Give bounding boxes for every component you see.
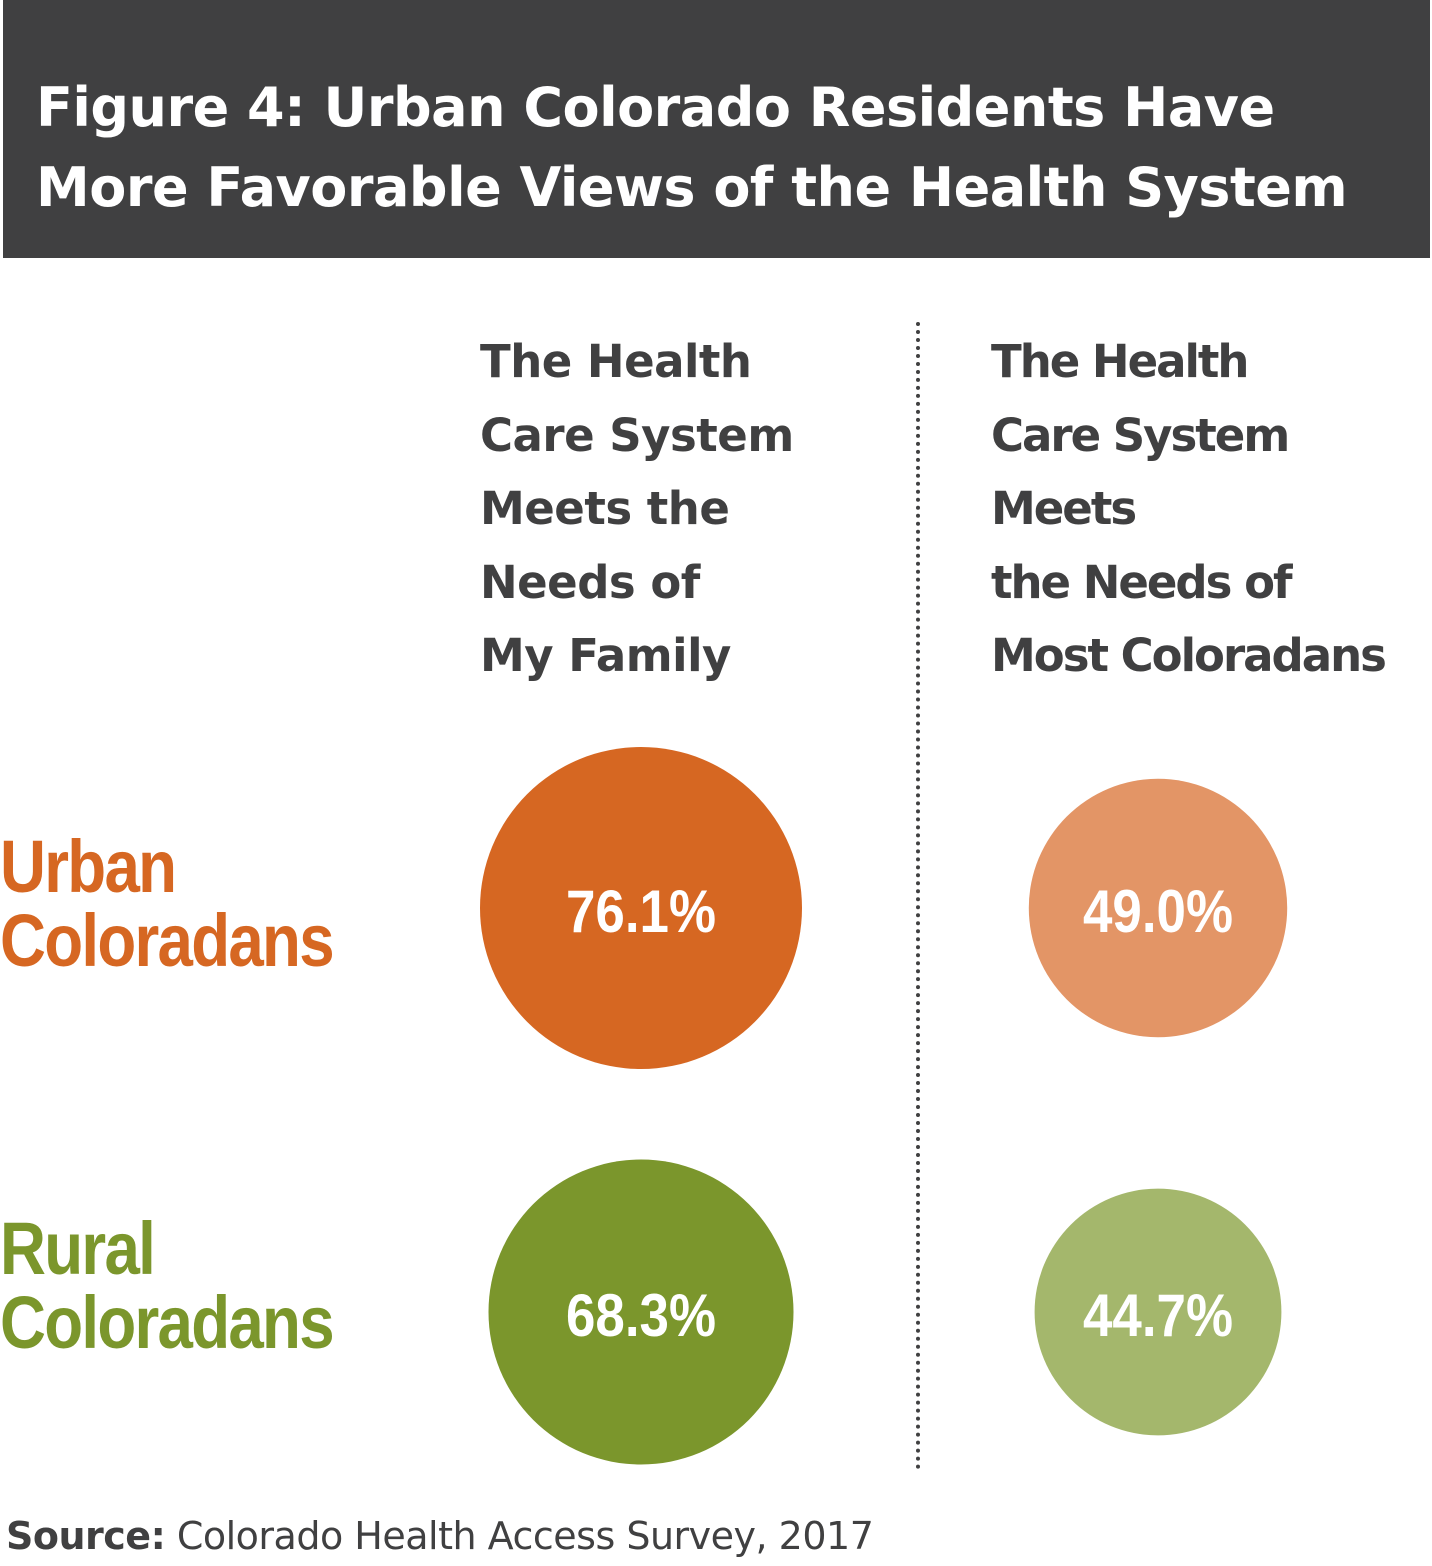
bubble-value-label: 49.0% bbox=[1083, 878, 1233, 945]
column-header-line: Care System bbox=[991, 408, 1290, 462]
row-label-rural: Rural Coloradans bbox=[0, 1207, 335, 1364]
bubble-urban-most-coloradans bbox=[1028, 778, 1288, 1038]
chart-title-line: Figure 4: Urban Colorado Residents Have bbox=[36, 76, 1275, 139]
bubble-value-label: 68.3% bbox=[566, 1282, 716, 1349]
row-label-line: Coloradans bbox=[0, 899, 335, 982]
column-divider bbox=[916, 322, 920, 1470]
column-header-line: Most Coloradans bbox=[991, 629, 1387, 682]
bubble-rural-most-coloradans bbox=[1034, 1188, 1282, 1436]
chart-title: Figure 4: Urban Colorado Residents Have … bbox=[36, 68, 1406, 228]
column-header-line: My Family bbox=[480, 629, 731, 682]
row-label-line: Urban bbox=[0, 825, 177, 908]
row-label-urban: Urban Coloradans bbox=[0, 825, 335, 982]
column-header-line: the Needs of bbox=[991, 555, 1293, 609]
column-header-line: The Health bbox=[480, 335, 752, 388]
row-label-line: Coloradans bbox=[0, 1281, 335, 1364]
column-header-line: The Health bbox=[991, 335, 1249, 388]
column-header-line: Needs of bbox=[480, 555, 700, 609]
bubble-value-label: 44.7% bbox=[1083, 1282, 1233, 1349]
column-header-line: Meets bbox=[991, 482, 1137, 535]
column-header-line: Meets the bbox=[480, 482, 730, 535]
row-label-line: Rural bbox=[0, 1207, 156, 1290]
title-banner bbox=[3, 0, 1430, 258]
column-header-most-coloradans: The Health Care System Meets the Needs o… bbox=[991, 325, 1387, 693]
column-header-line: Care System bbox=[480, 408, 794, 462]
source-text: Colorado Health Access Survey, 2017 bbox=[165, 1514, 874, 1558]
bubble-value-label: 76.1% bbox=[566, 878, 716, 945]
column-header-my-family: The Health Care System Meets the Needs o… bbox=[480, 325, 794, 693]
source-note: Source: Colorado Health Access Survey, 2… bbox=[6, 1514, 874, 1558]
bubble-urban-my-family bbox=[480, 747, 802, 1069]
chart-title-line: More Favorable Views of the Health Syste… bbox=[36, 156, 1348, 219]
source-label: Source: bbox=[6, 1514, 166, 1558]
bubble-rural-my-family bbox=[488, 1159, 794, 1465]
